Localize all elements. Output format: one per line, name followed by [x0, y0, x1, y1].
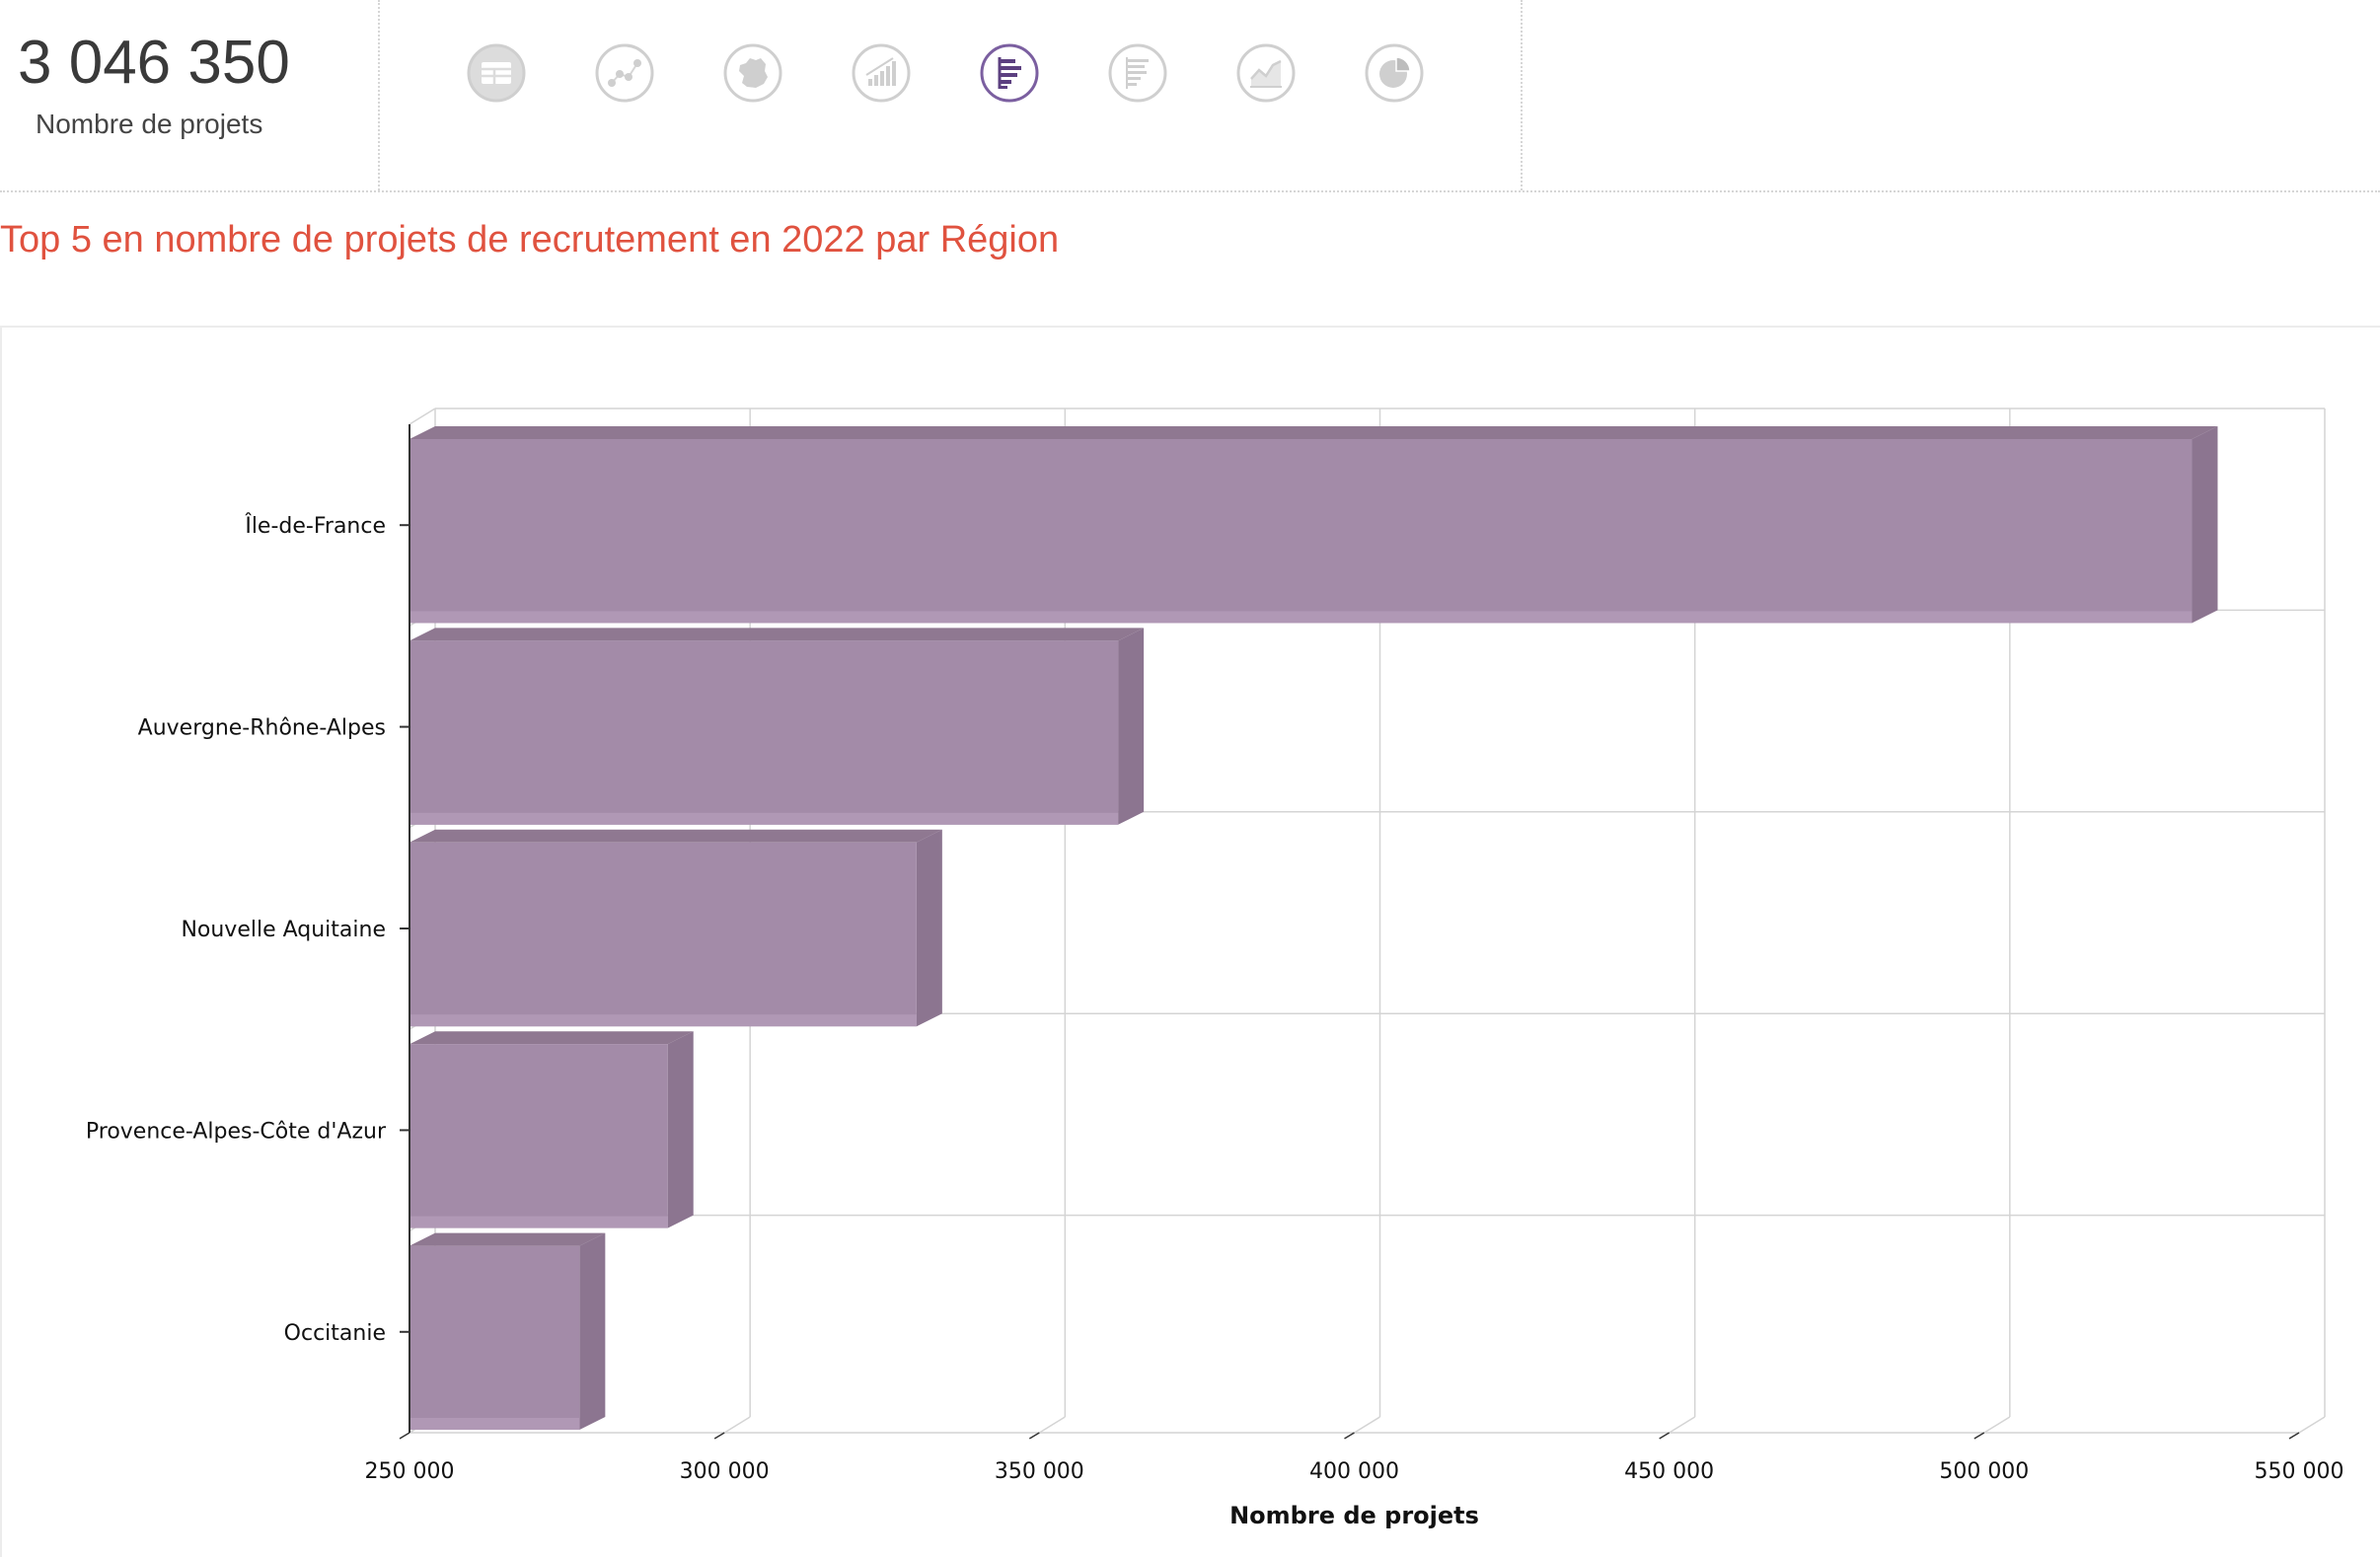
x-tick: [399, 1432, 410, 1440]
grid-line-floor: [2298, 1416, 2326, 1434]
x-axis-label: Nombre de projets: [1229, 1502, 1479, 1529]
bar-side-face: [916, 829, 942, 1027]
x-tick: [1028, 1432, 1040, 1440]
y-tick-label: Provence-Alpes-Côte d'Azur: [86, 1119, 387, 1144]
horizontal-bar-chart: Île-de-France Auvergne-Rhône-Alpes Nouvell…: [86, 408, 2344, 1529]
pie-chart-icon[interactable]: [1365, 43, 1424, 103]
list-chart-icon[interactable]: [1108, 43, 1167, 103]
bar-side-face: [2192, 426, 2218, 624]
scatter-icon[interactable]: [595, 43, 654, 103]
horizontal-bar-chart-icon[interactable]: [980, 43, 1039, 103]
y-tick-label: Auvergne-Rhône-Alpes: [138, 716, 386, 741]
france-map-icon[interactable]: [723, 43, 782, 103]
kpi-value: 3 046 350: [18, 29, 290, 97]
grid-line-floor: [1038, 1416, 1066, 1434]
visualization-toolbar: [378, 0, 1523, 190]
x-tick-label: 350 000: [995, 1459, 1084, 1484]
table-icon[interactable]: [467, 43, 526, 103]
grid-line-wall: [409, 408, 436, 425]
x-tick-label: 300 000: [680, 1459, 770, 1484]
bar-top-face: [409, 1232, 606, 1246]
x-tick: [1344, 1432, 1355, 1440]
grid-line-floor: [1669, 1416, 1696, 1434]
x-tick: [2288, 1432, 2300, 1440]
grid-line-floor: [723, 1416, 751, 1434]
bar-bottom-highlight: [409, 812, 1119, 825]
y-tick-label: Occitanie: [284, 1321, 386, 1346]
x-tick-label: 400 000: [1309, 1459, 1399, 1484]
x-tick: [713, 1432, 725, 1440]
bar-top-face: [409, 829, 942, 843]
chart-frame: Île-de-France Auvergne-Rhône-Alpes Nouvell…: [0, 326, 2380, 1557]
bar-chart-icon[interactable]: [852, 43, 911, 103]
grid-line-floor: [1354, 1416, 1380, 1434]
bar-bottom-highlight: [409, 1014, 917, 1027]
bar-side-face: [1118, 628, 1145, 825]
bar: [409, 439, 2193, 624]
bar-top-face: [409, 628, 1145, 641]
bar-top-face: [409, 426, 2218, 439]
bar: [409, 640, 1119, 825]
kpi-panel: 3 046 350 Nombre de projets: [0, 0, 380, 190]
bar-bottom-highlight: [409, 1216, 668, 1228]
bar: [409, 1044, 668, 1228]
x-tick-label: 450 000: [1624, 1459, 1714, 1484]
x-tick-label: 500 000: [1939, 1459, 2029, 1484]
bar-bottom-highlight: [409, 1418, 580, 1430]
y-tick-label: Île-de-France: [244, 513, 386, 539]
bar-side-face: [579, 1232, 606, 1430]
chart-title: Top 5 en nombre de projets de recrutemen…: [0, 219, 1060, 260]
x-tick: [1659, 1432, 1671, 1440]
x-tick: [1973, 1432, 1985, 1440]
bar: [409, 842, 917, 1027]
grid-line-floor: [1983, 1416, 2011, 1434]
header-separator: [0, 190, 2380, 192]
bar-top-face: [409, 1031, 694, 1045]
kpi-label: Nombre de projets: [36, 109, 263, 139]
x-tick-label: 250 000: [365, 1459, 455, 1484]
line-chart-icon[interactable]: [1236, 43, 1296, 103]
bar-bottom-highlight: [409, 611, 2193, 624]
bar: [409, 1245, 580, 1430]
bar-side-face: [667, 1031, 694, 1228]
y-tick-label: Nouvelle Aquitaine: [181, 918, 386, 942]
x-tick-label: 550 000: [2255, 1459, 2344, 1484]
